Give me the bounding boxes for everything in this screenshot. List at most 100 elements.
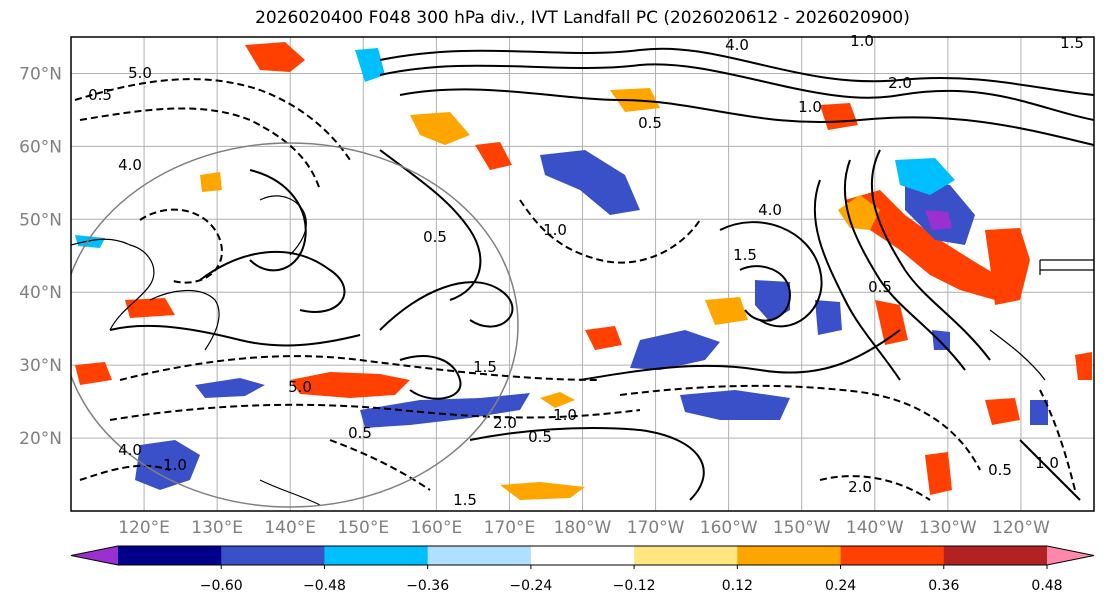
contour-dashed-line (79, 107, 321, 191)
coastline (259, 195, 307, 256)
shade-blob (815, 300, 842, 335)
contour-label: 4.0 (118, 441, 142, 459)
contour-label: 1.0 (850, 32, 874, 50)
contour-line (379, 63, 1094, 121)
shade-blob (838, 195, 880, 230)
longitude-labels: 120°E 130°E 140°E 150°E 160°E 170°E 180°W 170°W… (118, 518, 1050, 538)
colorbar-tick-label: 0.24 (825, 578, 856, 594)
colorbar-tick-label: −0.24 (509, 578, 552, 594)
lon-tick-label: 170°E (484, 518, 536, 538)
shade-blob (540, 392, 575, 408)
contour-label: 5.0 (288, 378, 312, 396)
contour-line (379, 281, 514, 331)
coastline (149, 289, 220, 351)
contour-line (199, 250, 346, 313)
lon-tick-label: 170°W (627, 518, 685, 538)
contour-label: 0.5 (868, 278, 892, 296)
shade-blob (355, 48, 385, 82)
colorbar-tick-label: −0.60 (200, 578, 243, 594)
lon-tick-label: 130°W (919, 518, 977, 538)
lon-tick-label: 130°E (191, 518, 243, 538)
shade-blob (925, 452, 952, 495)
colorbar-segment (634, 546, 738, 565)
divergence-dashed-contours (74, 78, 1076, 501)
contour-label: 0.5 (348, 424, 372, 442)
contour-line (719, 221, 823, 328)
shade-blob (360, 393, 530, 428)
contour-label: 1.5 (733, 246, 757, 264)
lon-tick-label: 120°E (118, 518, 170, 538)
colorbar-tick-label: 0.36 (928, 578, 959, 594)
colorbar-segment (737, 546, 842, 565)
shade-blob (500, 482, 585, 500)
contour-label: 0.5 (88, 86, 112, 104)
colorbar (70, 545, 1095, 566)
lon-tick-label: 160°W (700, 518, 758, 538)
shade-blob (290, 372, 410, 398)
contour-line (870, 149, 991, 361)
coastline (1039, 259, 1094, 275)
shade-blob (985, 228, 1030, 305)
shade-blob (925, 210, 952, 230)
lat-tick-label: 40°N (19, 283, 62, 303)
shade-blob (75, 235, 105, 248)
contour-label: 1.0 (543, 221, 567, 239)
lat-tick-label: 30°N (19, 356, 62, 376)
colorbar-segment (427, 546, 532, 565)
contour-line (739, 265, 792, 322)
colorbar-tick-label: 0.12 (722, 578, 753, 594)
contour-label: 1.5 (473, 358, 497, 376)
contour-label: 1.0 (163, 456, 187, 474)
projection-circle (71, 142, 519, 508)
colorbar-tick-label: −0.36 (406, 578, 449, 594)
lon-tick-label: 140°W (846, 518, 904, 538)
lon-tick-label: 140°E (264, 518, 316, 538)
coastlines (71, 195, 1094, 506)
contour-label: 0.5 (528, 428, 552, 446)
colorbar-segment (118, 546, 222, 565)
contour-label: 4.0 (725, 36, 749, 54)
coastline (989, 329, 1046, 381)
colorbar-segment (530, 546, 635, 565)
lat-tick-label: 60°N (19, 137, 62, 157)
coastline (71, 238, 155, 331)
contour-label: 0.5 (638, 114, 662, 132)
shade-blob (705, 297, 748, 325)
contour-dashed-line (79, 464, 171, 481)
colorbar-tick-labels: −0.60 −0.48 −0.36 −0.24 −0.12 0.12 0.24 0.36 0.4… (200, 565, 1063, 594)
contour-line (379, 47, 1094, 96)
shade-blob (135, 440, 200, 490)
colorbar-segment (324, 546, 429, 565)
contour-line (399, 355, 462, 400)
lat-tick-label: 50°N (19, 210, 62, 230)
shade-blob (540, 150, 640, 215)
contour-dashed-line (1039, 389, 1076, 491)
contour-label: 1.5 (1060, 34, 1084, 52)
shade-blob (125, 298, 175, 318)
contour-dashed-line (619, 384, 981, 471)
shade-blob (410, 112, 470, 145)
shade-blob (875, 300, 908, 345)
contour-label: 2.0 (888, 74, 912, 92)
coastline (259, 479, 321, 506)
colorbar-segment (221, 546, 325, 565)
contour-label: 1.0 (798, 98, 822, 116)
colorbar-tick-label: 0.48 (1031, 578, 1062, 594)
contour-label: 2.0 (493, 414, 517, 432)
contour-line (843, 159, 966, 371)
contour-dashed-line (139, 208, 223, 284)
contour-label: 4.0 (118, 156, 142, 174)
colorbar-segment (943, 546, 1048, 565)
colorbar-segment (840, 546, 945, 565)
contour-label: 4.0 (758, 201, 782, 219)
contour-dashed-line (329, 439, 431, 491)
colorbar-tick-label: −0.12 (613, 578, 656, 594)
contour-label: 1.0 (1035, 454, 1059, 472)
shade-blob (245, 42, 305, 72)
lon-tick-label: 150°W (773, 518, 831, 538)
shade-blob (75, 362, 112, 385)
contour-label: 2.0 (848, 478, 872, 496)
shade-blob (985, 398, 1020, 425)
contour-label: 1.5 (453, 491, 477, 509)
